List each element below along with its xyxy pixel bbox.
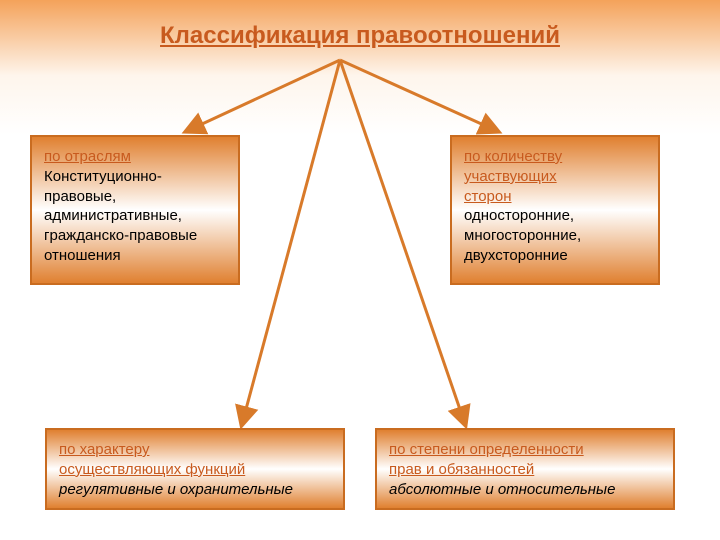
page-title: Классификация правоотношений bbox=[0, 0, 720, 50]
box-heading: по характеру осуществляющих функций bbox=[59, 441, 245, 478]
box-by-function: по характеру осуществляющих функций регу… bbox=[45, 428, 345, 510]
box-heading: по отраслям bbox=[44, 148, 131, 165]
box-heading: по количеству участвующих сторон bbox=[464, 148, 562, 205]
arrow-to-bottom-right bbox=[340, 60, 465, 424]
arrow-to-right bbox=[340, 60, 497, 131]
box-by-certainty: по степени определенностиправ и обязанно… bbox=[375, 428, 675, 510]
box-content: Конституционно-правовые, административны… bbox=[44, 168, 197, 264]
box-by-parties: по количеству участвующих сторон односто… bbox=[450, 135, 660, 285]
box-content: односторонние, многосторонние, двухсторо… bbox=[464, 207, 581, 264]
arrow-to-bottom-left bbox=[242, 60, 340, 424]
box-content: регулятивные и охранительные bbox=[59, 481, 293, 498]
box-content: абсолютные и относительные bbox=[389, 481, 615, 498]
box-heading: по степени определенностиправ и обязанно… bbox=[389, 441, 584, 478]
arrow-to-left bbox=[187, 60, 340, 131]
box-by-branch: по отраслям Конституционно-правовые, адм… bbox=[30, 135, 240, 285]
